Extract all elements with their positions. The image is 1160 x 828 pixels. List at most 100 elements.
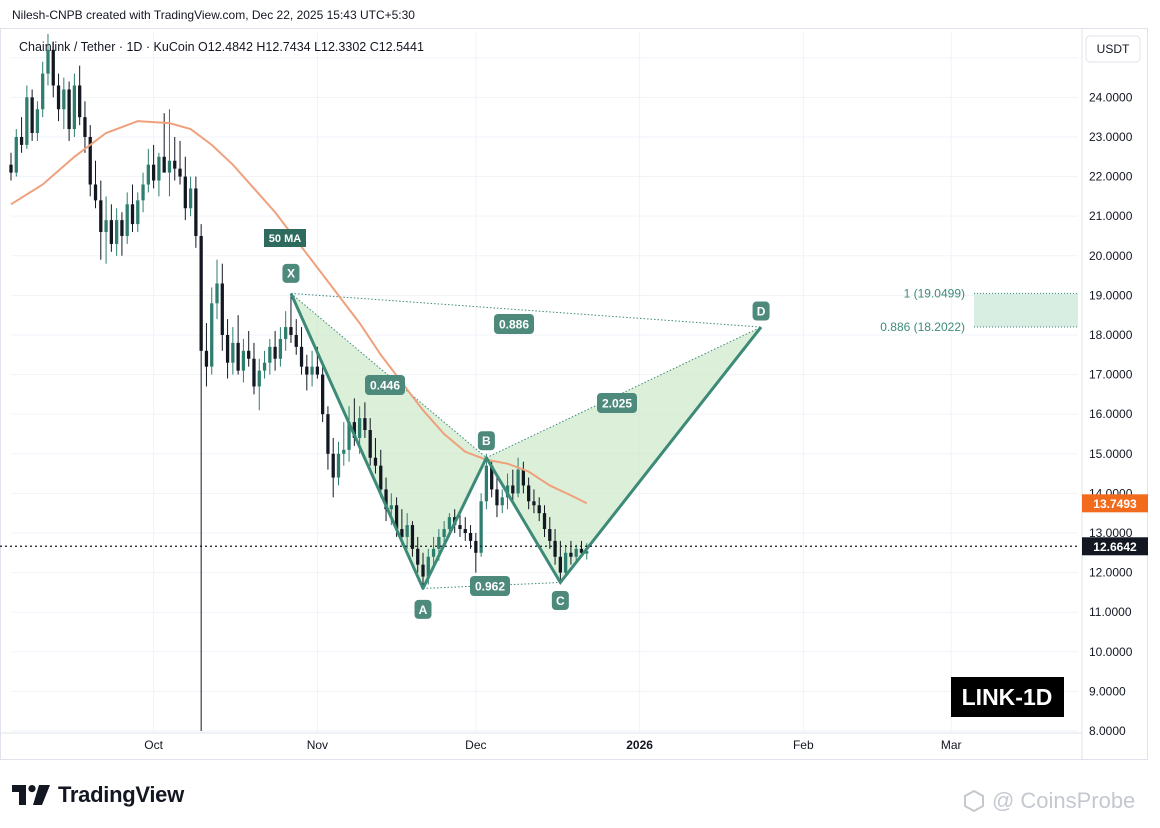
candle-body — [511, 485, 515, 494]
candle-down — [294, 319, 298, 355]
candle-up — [14, 129, 18, 177]
candle-body — [9, 164, 13, 173]
candle-down — [130, 184, 135, 233]
candle-body — [574, 548, 578, 557]
candle-up — [278, 327, 283, 367]
candle-down — [379, 449, 383, 498]
candle-down — [548, 517, 552, 549]
candle-body — [331, 453, 335, 478]
candle-body — [204, 350, 209, 367]
y-tick-label: 19.0000 — [1089, 288, 1133, 302]
last-price-text: 12.6642 — [1093, 540, 1137, 554]
y-tick-label: 24.0000 — [1089, 90, 1133, 104]
candle-body — [151, 164, 156, 181]
candle-body — [162, 156, 166, 173]
candle-body — [468, 532, 473, 541]
candle-body — [41, 73, 45, 110]
candle-down — [178, 140, 182, 185]
candle-down — [416, 536, 420, 573]
candle-body — [104, 220, 108, 233]
candle-down — [521, 461, 526, 494]
target-zone-box — [974, 293, 1078, 327]
candle-body — [426, 556, 430, 577]
candle-body — [178, 168, 182, 177]
candle-down — [468, 525, 473, 549]
target-zone-upper-label: 1 (19.0499) — [904, 286, 965, 300]
candle-down — [542, 505, 547, 537]
last-price-badge-box — [1082, 537, 1148, 556]
ratio-label-text: 2.025 — [602, 396, 632, 410]
candle-down — [569, 540, 573, 565]
currency-button[interactable]: USDT — [1085, 35, 1141, 63]
ma-value-badge-box — [1082, 494, 1148, 513]
candle-body — [442, 529, 446, 537]
candle-body — [431, 548, 436, 557]
ma-label-box — [264, 229, 306, 247]
candle-down — [326, 406, 330, 470]
candle-down — [120, 212, 124, 256]
candle-up — [342, 422, 346, 466]
candle-body — [30, 97, 34, 134]
pattern-point-d: D — [752, 301, 770, 321]
grid — [11, 32, 1078, 733]
candle-up — [310, 350, 314, 387]
tradingview-icon — [12, 785, 50, 805]
candle-up — [262, 350, 267, 379]
ma-label-text: 50 MA — [269, 233, 301, 245]
candle-body — [14, 136, 18, 173]
x-tick-label: Dec — [465, 738, 486, 752]
candle-up — [136, 192, 140, 233]
y-tick-label: 18.0000 — [1089, 328, 1133, 342]
last-price-badge: 12.6642 — [1082, 537, 1148, 556]
candle-body — [157, 156, 161, 181]
candle-body — [62, 89, 66, 110]
candle-body — [394, 505, 399, 530]
candle-body — [109, 220, 113, 244]
candle-down — [109, 204, 113, 252]
candle-down — [88, 125, 92, 197]
candle-up — [210, 287, 214, 375]
candle-body — [368, 430, 372, 458]
candle-down — [410, 521, 415, 557]
ratio-label-text: 0.886 — [499, 317, 529, 331]
currency-button-box — [1085, 35, 1141, 63]
candle-body — [188, 188, 193, 209]
candle-body — [416, 548, 420, 565]
candle-body — [299, 346, 304, 367]
pattern-point-b-text: B — [482, 434, 491, 448]
candle-body — [88, 136, 92, 185]
x-tick-label: Nov — [307, 738, 328, 752]
candle-body — [553, 540, 557, 557]
candle-down — [194, 176, 198, 248]
candle-down — [458, 513, 462, 537]
candle-body — [262, 362, 267, 371]
ma-value-badge: 13.7493 — [1082, 494, 1148, 513]
candle-up — [115, 208, 119, 256]
candle-body — [284, 327, 288, 339]
candle-body — [405, 525, 409, 537]
candle-down — [252, 342, 256, 395]
candle-body — [484, 465, 489, 502]
y-tick-label: 11.0000 — [1089, 605, 1132, 619]
candle-body — [389, 505, 393, 510]
candle-up — [563, 544, 568, 577]
candle-down — [384, 477, 388, 522]
candle-body — [321, 374, 325, 415]
pattern-point-x-box — [282, 263, 300, 283]
candle-body — [363, 418, 367, 431]
ratio-label-box — [470, 576, 510, 596]
ma-50-line — [10, 120, 588, 505]
tradingview-logo[interactable]: TradingView — [12, 782, 184, 808]
watermark-text: CoinsProbe — [1020, 788, 1136, 813]
candle-down — [421, 552, 425, 589]
candle-down — [83, 101, 87, 153]
candle-body — [273, 346, 277, 359]
candle-body — [225, 334, 230, 363]
candle-body — [532, 501, 536, 506]
candle-body — [447, 517, 452, 530]
candle-body — [120, 220, 124, 236]
candle-down — [236, 315, 240, 375]
candle-up — [405, 513, 409, 549]
candle-up — [141, 172, 145, 213]
